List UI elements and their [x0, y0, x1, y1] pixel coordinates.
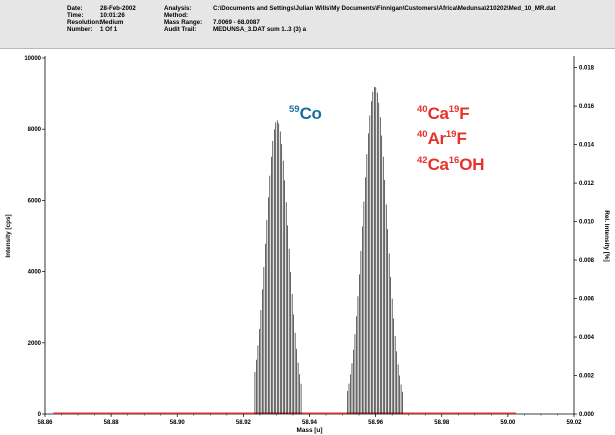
co-element-symbol: Co: [299, 104, 322, 123]
y-tick-label-0: 0: [38, 412, 42, 418]
audit-trail-label: Audit Trail:: [164, 26, 197, 33]
caoh-oh-mass: 16: [448, 155, 460, 166]
x-tick-label-7: 59.00: [500, 420, 516, 426]
arf-f-mass: 19: [445, 129, 457, 140]
co-mass-number: 59: [289, 104, 300, 115]
arf-ar-symbol: Ar: [427, 129, 447, 148]
spectrum-peaks: [53, 86, 517, 414]
caoh-oh-symbol: OH: [459, 155, 485, 174]
y2-tick-label-7: 0.014: [579, 143, 595, 149]
number-value: 1 Of 1: [100, 26, 118, 33]
x-tick-label-1: 58.88: [104, 420, 120, 426]
date-label: Date:: [67, 5, 83, 12]
x-tick-label-4: 58.94: [302, 420, 318, 426]
y2-tick-label-9: 0.018: [579, 66, 595, 72]
y-axis-title: Intensity [cps]: [5, 214, 12, 257]
x-tick-label-2: 58.90: [170, 420, 186, 426]
caf-ca-symbol: Ca: [427, 104, 449, 123]
caoh-ca-symbol: Ca: [427, 155, 449, 174]
cobalt-59-label: 59Co: [289, 101, 322, 123]
x-tick-label-0: 58.86: [37, 420, 53, 426]
analysis-value: C:\Documents and Settings\Julian Wills\M…: [213, 5, 556, 12]
interference-label-caf: 40Ca19F: [417, 101, 470, 123]
x-tick-label-6: 58.98: [434, 420, 450, 426]
mass-range-value: 7.0069 - 68.0087: [213, 19, 260, 26]
y-tick-label-5: 10000: [24, 56, 41, 62]
number-label: Number:: [67, 26, 93, 33]
audit-trail-value: MEDUNSA_3.DAT sum 1..3 (3) a: [213, 26, 307, 33]
analysis-label: Analysis:: [164, 5, 192, 12]
y-tick-label-1: 2000: [28, 341, 42, 347]
y-tick-label-4: 8000: [28, 127, 42, 133]
y2-tick-label-3: 0.006: [579, 297, 595, 303]
y-tick-label-2: 4000: [28, 270, 42, 276]
x-tick-label-5: 58.96: [368, 420, 384, 426]
y2-tick-label-4: 0.008: [579, 258, 595, 264]
y2-tick-label-0: 0.000: [579, 412, 595, 418]
arf-f-symbol: F: [456, 129, 467, 148]
caoh-ca-mass: 42: [417, 155, 428, 166]
x-tick-label-3: 58.92: [236, 420, 252, 426]
x-axis-title: Mass [u]: [297, 427, 323, 434]
interference-label-caoh: 42Ca16OH: [417, 152, 485, 174]
date-value: 28-Feb-2002: [100, 5, 136, 12]
y2-tick-label-5: 0.010: [579, 220, 595, 226]
method-label: Method:: [164, 12, 189, 19]
resolution-label: Resolution:: [67, 19, 102, 26]
y2-axis-title: Rel. Intensity [%]: [603, 210, 610, 262]
axis-labels: 58.86 58.88 58.90 58.92 58.94 58.96 58.98 59.00…: [5, 56, 610, 434]
info-header: Date: Time: Resolution: Number: 28-Feb-2…: [0, 0, 615, 49]
y2-tick-label-1: 0.002: [579, 374, 595, 380]
mass-range-label: Mass Range:: [164, 19, 203, 26]
chart-axes: [42, 56, 577, 417]
time-label: Time:: [67, 12, 84, 19]
arf-ar-mass: 40: [417, 129, 428, 140]
x-tick-label-8: 59.02: [566, 420, 582, 426]
caf-ca-mass: 40: [417, 104, 428, 115]
y-tick-label-3: 6000: [28, 198, 42, 204]
interference-label-arf: 40Ar19F: [417, 126, 467, 148]
y2-tick-label-2: 0.004: [579, 335, 595, 341]
caf-f-mass: 19: [448, 104, 460, 115]
y2-tick-label-8: 0.016: [579, 104, 595, 110]
resolution-value: Medium: [100, 19, 124, 26]
y2-tick-label-6: 0.012: [579, 181, 595, 187]
time-value: 10:01:26: [100, 12, 125, 19]
caf-f-symbol: F: [459, 104, 470, 123]
